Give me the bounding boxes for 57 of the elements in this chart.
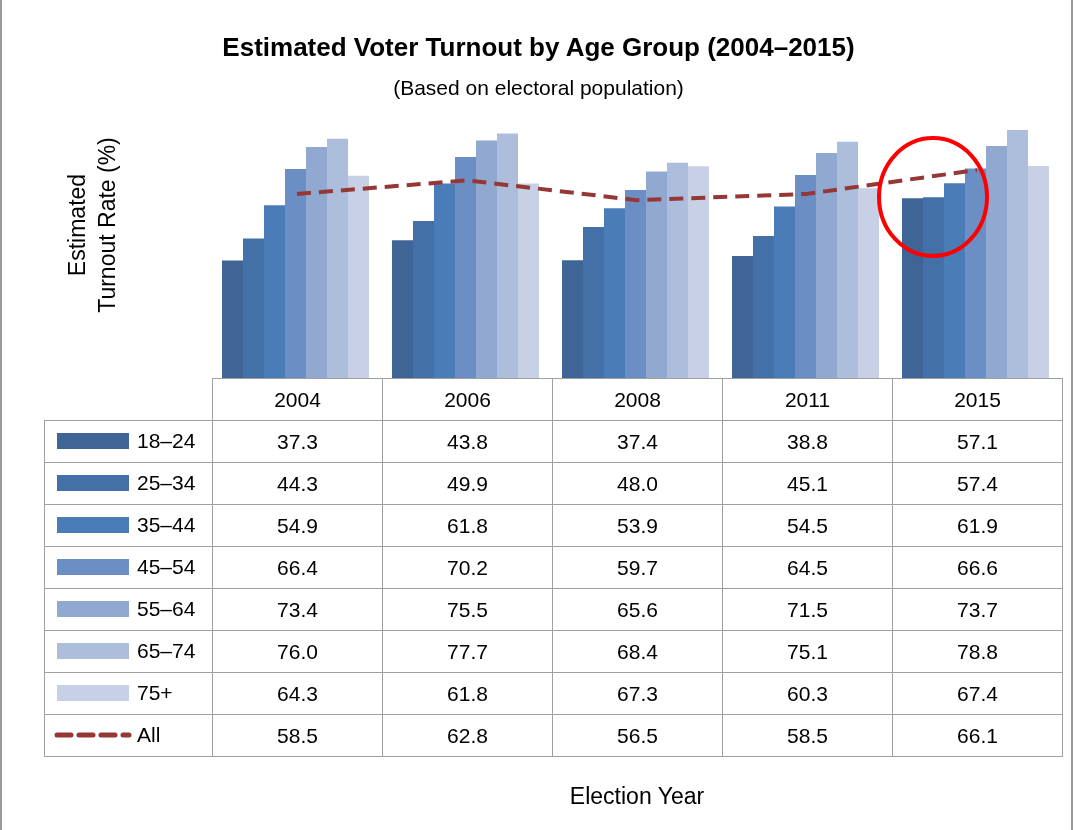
data-label: 45.1 <box>722 462 893 505</box>
y-axis-title: Estimated Turnout Rate (%) <box>63 136 121 315</box>
data-label: 65.6 <box>552 588 723 631</box>
data-label: 37.3 <box>212 420 383 463</box>
legend-label: 75+ <box>137 681 173 705</box>
legend-label: 45–54 <box>137 555 196 579</box>
legend-label: 55–64 <box>137 597 196 621</box>
data-label: 59.7 <box>552 546 723 589</box>
data-label: 61.8 <box>382 504 553 547</box>
data-label: 77.7 <box>382 630 553 673</box>
data-label: 66.6 <box>892 546 1063 589</box>
data-label: 78.8 <box>892 630 1063 673</box>
data-label: 67.3 <box>552 672 723 715</box>
data-label: 70.2 <box>382 546 553 589</box>
x-tick-label: 2006 <box>382 378 553 421</box>
chart-subtitle: (Based on electoral population) <box>392 76 685 100</box>
data-label: 37.4 <box>552 420 723 463</box>
data-label: 67.4 <box>892 672 1063 715</box>
data-label: 57.4 <box>892 462 1063 505</box>
legend-label: 18–24 <box>137 429 196 453</box>
data-label: 73.4 <box>212 588 383 631</box>
x-tick-label: 2004 <box>212 378 383 421</box>
data-label: 73.7 <box>892 588 1063 631</box>
legend-label: 65–74 <box>137 639 196 663</box>
data-label: 60.3 <box>722 672 893 715</box>
legend-label: 25–34 <box>137 471 196 495</box>
data-label: 53.9 <box>552 504 723 547</box>
data-label: 38.8 <box>722 420 893 463</box>
data-label: 44.3 <box>212 462 383 505</box>
data-label: 54.5 <box>722 504 893 547</box>
data-label: 48.0 <box>552 462 723 505</box>
data-label: 58.5 <box>722 714 893 757</box>
legend-label: 35–44 <box>137 513 196 537</box>
data-label: 56.5 <box>552 714 723 757</box>
data-label: 68.4 <box>552 630 723 673</box>
x-tick-label: 2011 <box>722 378 893 421</box>
data-label: 54.9 <box>212 504 383 547</box>
chart-title: Estimated Voter Turnout by Age Group (2004–2015) <box>221 32 856 63</box>
data-label: 61.9 <box>892 504 1063 547</box>
data-label: 64.5 <box>722 546 893 589</box>
data-label: 58.5 <box>212 714 383 757</box>
data-label: 64.3 <box>212 672 383 715</box>
data-label: 49.9 <box>382 462 553 505</box>
data-label: 61.8 <box>382 672 553 715</box>
data-label: 71.5 <box>722 588 893 631</box>
x-tick-label: 2008 <box>552 378 723 421</box>
data-label: 75.5 <box>382 588 553 631</box>
text: Election Year <box>568 783 706 810</box>
data-label: 75.1 <box>722 630 893 673</box>
data-label: 66.1 <box>892 714 1063 757</box>
legend-label: All <box>137 723 161 747</box>
data-label: 43.8 <box>382 420 553 463</box>
data-label: 62.8 <box>382 714 553 757</box>
data-label: 57.1 <box>892 420 1063 463</box>
x-tick-label: 2015 <box>892 378 1063 421</box>
data-label: 66.4 <box>212 546 383 589</box>
data-label: 76.0 <box>212 630 383 673</box>
